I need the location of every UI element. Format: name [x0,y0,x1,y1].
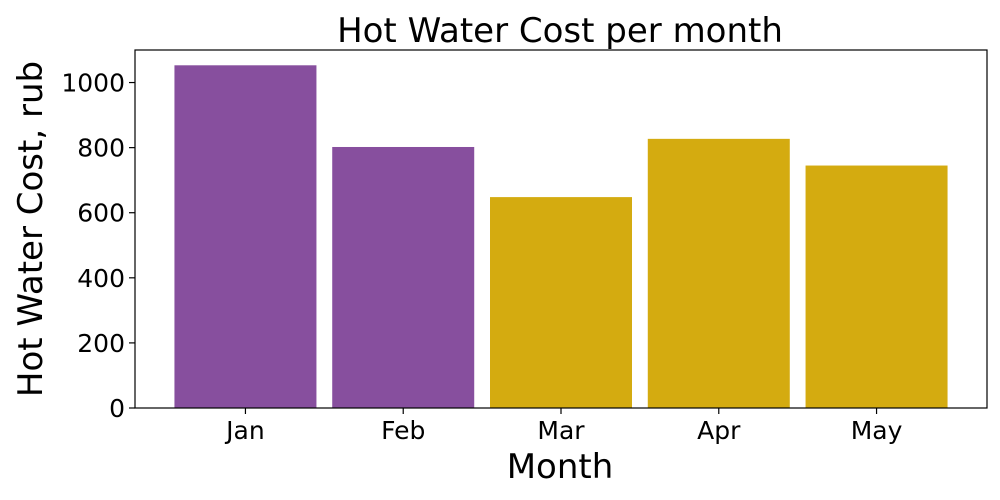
x-tick-label: Mar [537,416,585,445]
bar-may [805,165,948,408]
x-tick-label: Feb [381,416,425,445]
bar-feb [332,146,475,408]
y-axis-label: Hot Water Cost, rub [11,61,51,397]
bar-mar [490,197,632,408]
y-tick-label: 1000 [61,69,125,98]
y-tick-label: 0 [109,394,125,423]
x-axis-ticks: Jan Feb Mar Apr May [224,408,903,445]
y-tick-label: 400 [77,264,125,293]
x-tick-label: Apr [697,416,741,445]
chart-title: Hot Water Cost per month [337,11,783,51]
bar-apr [647,138,790,408]
y-tick-label: 800 [77,134,125,163]
y-tick-label: 600 [77,199,125,228]
x-tick-label: May [851,416,903,445]
x-tick-label: Jan [224,416,265,445]
x-axis-label: Month [507,447,614,487]
y-axis-ticks: 0 200 400 600 800 1000 [61,69,135,423]
plot-frame [134,49,988,409]
y-tick-label: 200 [77,329,125,358]
bars-group [174,65,948,409]
bar-jan [174,65,317,409]
